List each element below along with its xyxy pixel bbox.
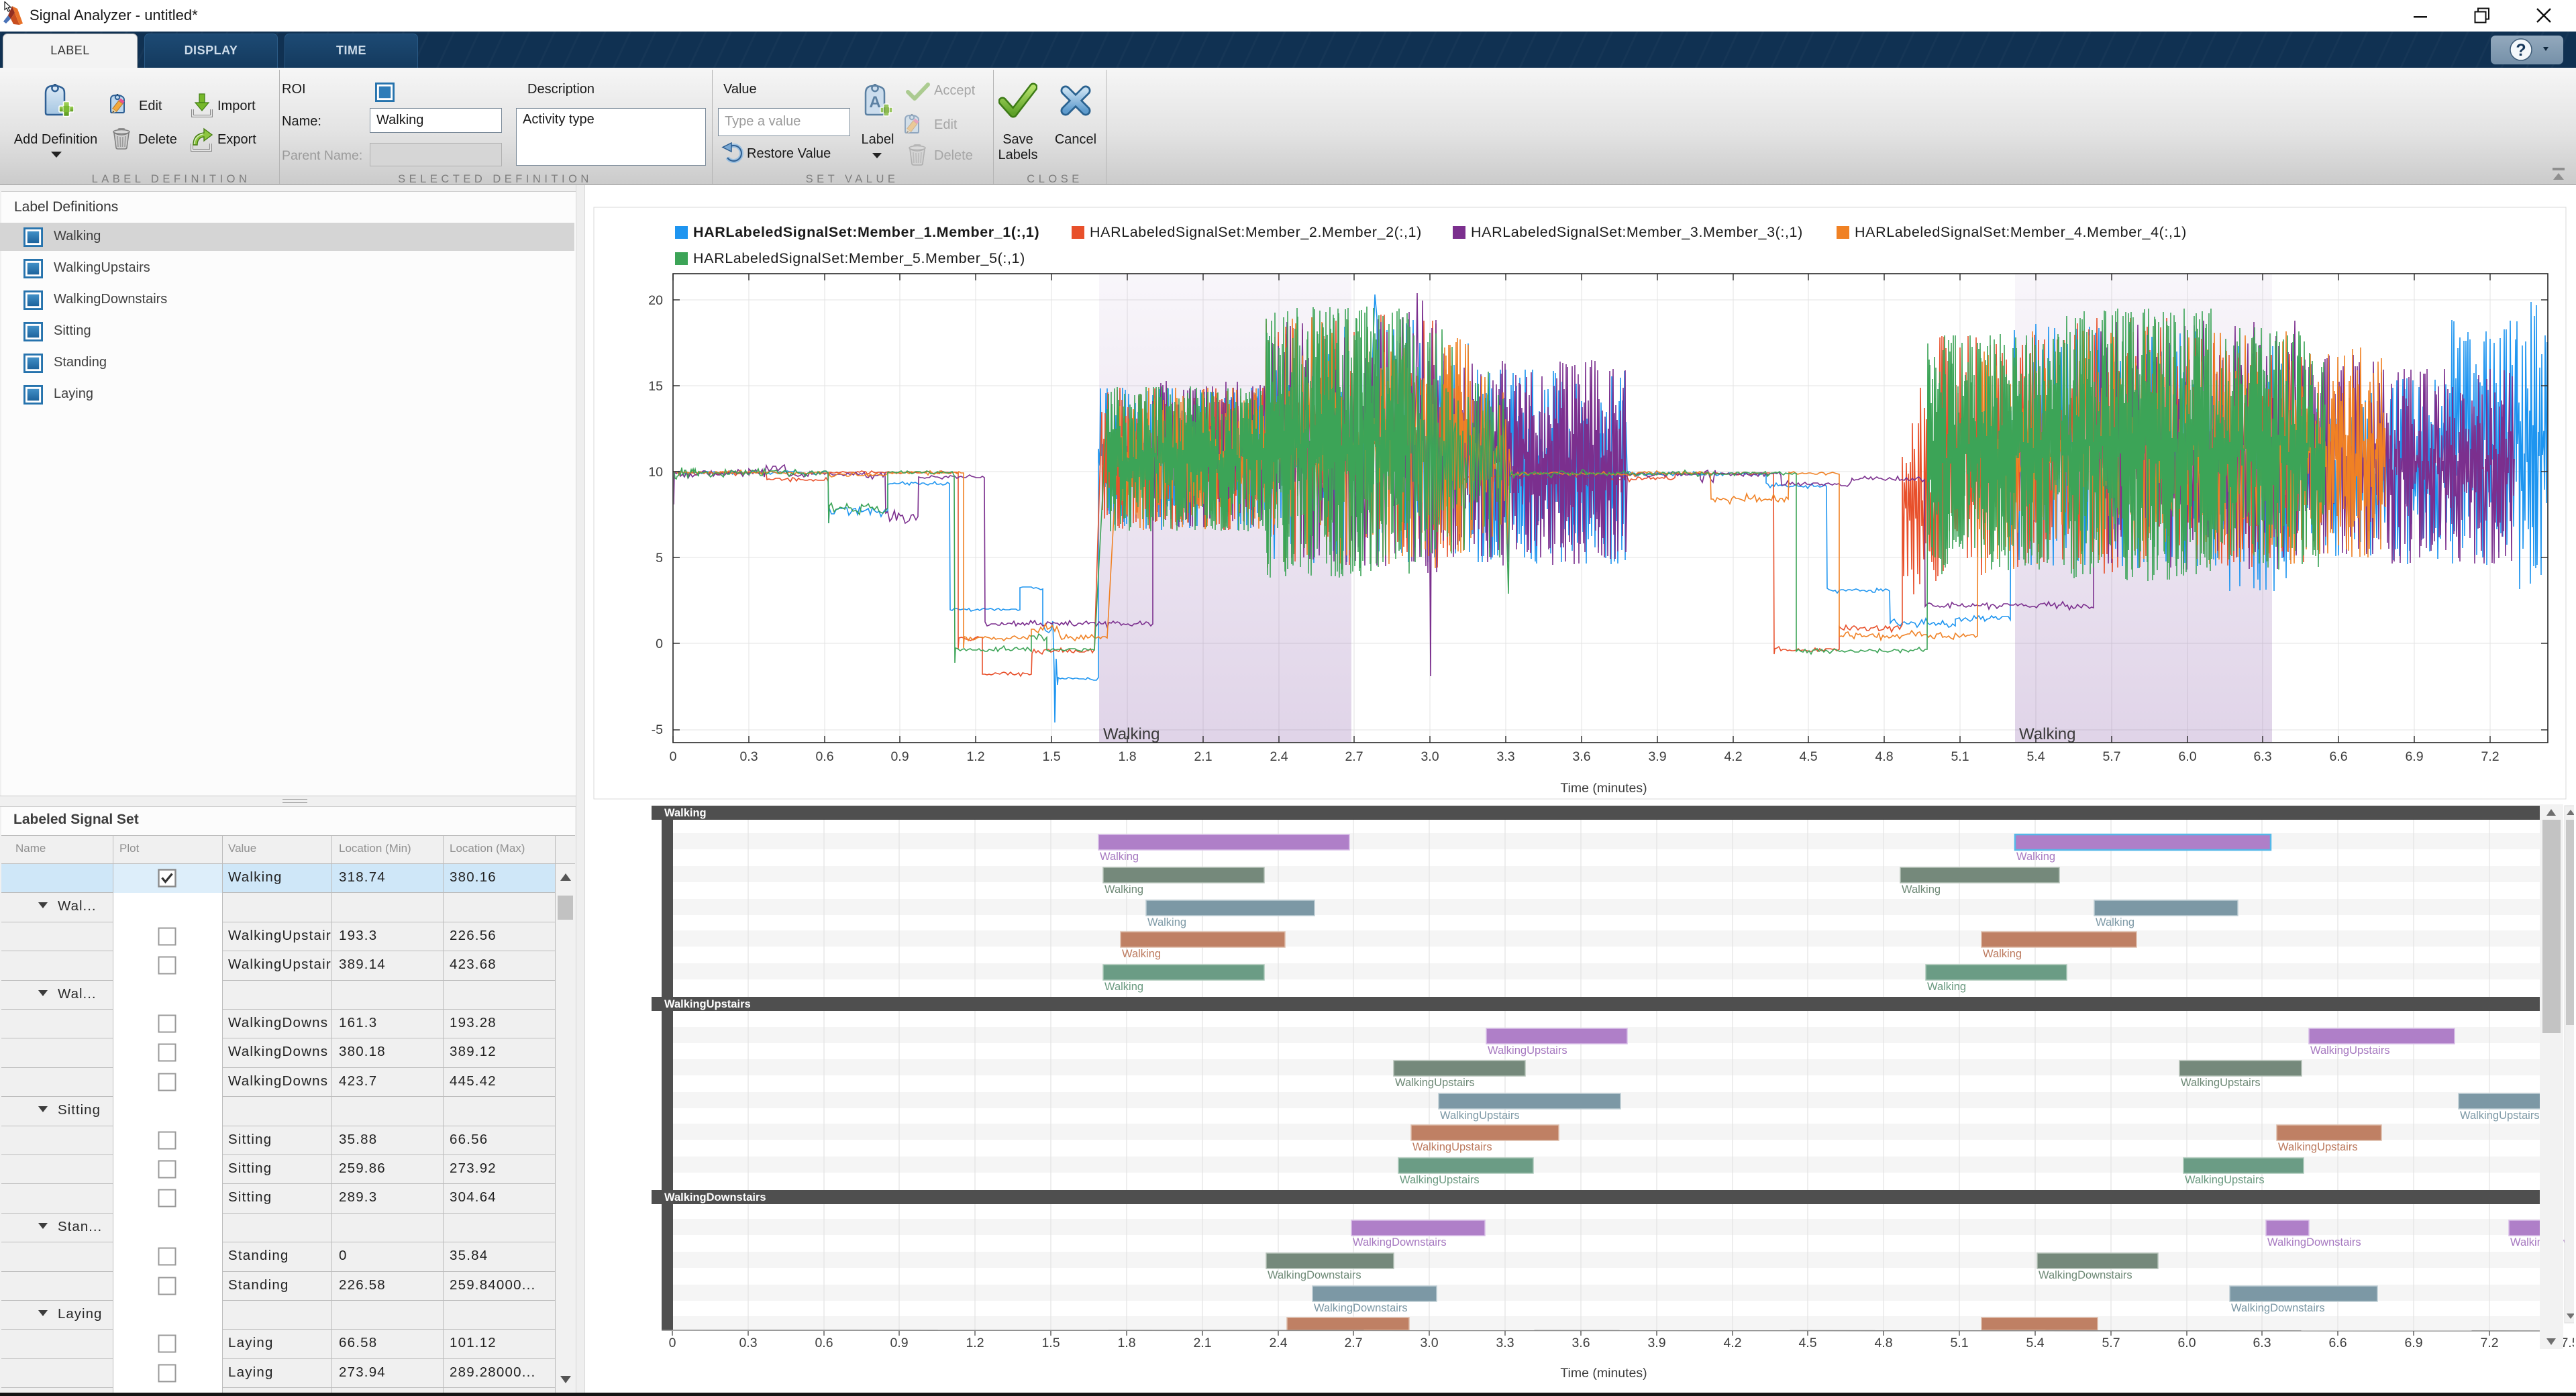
svg-text:6.9: 6.9	[2404, 1336, 2422, 1350]
svg-text:2.7: 2.7	[1344, 1336, 1362, 1350]
svg-text:3.3: 3.3	[1496, 1336, 1514, 1350]
svg-text:3.9: 3.9	[1648, 749, 1666, 764]
svg-text:WalkingDownstairs: WalkingDownstairs	[1268, 1269, 1361, 1281]
svg-text:WalkingUpstairs: WalkingUpstairs	[2185, 1174, 2265, 1186]
svg-text:HARLabeledSignalSet:Member_5.M: HARLabeledSignalSet:Member_5.Member_5(:,…	[693, 250, 1025, 266]
svg-text:3.3: 3.3	[1496, 749, 1514, 764]
svg-text:4.8: 4.8	[1874, 1336, 1892, 1350]
svg-text:0: 0	[669, 1336, 676, 1350]
svg-text:Walking: Walking	[1927, 981, 1966, 993]
svg-text:Walking: Walking	[1147, 916, 1186, 928]
svg-text:Time (minutes): Time (minutes)	[1560, 781, 1647, 796]
svg-text:WalkingUpstairs: WalkingUpstairs	[2181, 1077, 2261, 1089]
svg-text:?: ?	[2516, 41, 2526, 60]
svg-text:6.3: 6.3	[2253, 1336, 2271, 1350]
svg-text:4.8: 4.8	[1875, 749, 1893, 764]
svg-text:0.6: 0.6	[815, 749, 833, 764]
svg-text:WalkingDownstairs: WalkingDownstairs	[1314, 1302, 1408, 1314]
svg-text:WalkingUpstairs: WalkingUpstairs	[1488, 1044, 1567, 1057]
svg-text:0.3: 0.3	[739, 749, 758, 764]
svg-text:2.4: 2.4	[1269, 1336, 1287, 1350]
svg-text:WalkingUpstairs: WalkingUpstairs	[1412, 1141, 1492, 1153]
svg-text:4.5: 4.5	[1799, 749, 1817, 764]
svg-text:20: 20	[648, 293, 663, 308]
svg-text:3.0: 3.0	[1420, 1336, 1438, 1350]
svg-text:7.5: 7.5	[2561, 1336, 2576, 1350]
svg-text:WalkingUpstairs: WalkingUpstairs	[2278, 1141, 2358, 1153]
svg-text:2.1: 2.1	[1194, 749, 1212, 764]
svg-text:6.6: 6.6	[2328, 1336, 2347, 1350]
svg-text:1.8: 1.8	[1118, 749, 1136, 764]
svg-text:7.2: 7.2	[2481, 749, 2499, 764]
svg-text:Walking: Walking	[1983, 948, 2022, 960]
svg-text:Walking: Walking	[1103, 725, 1160, 743]
svg-text:1.2: 1.2	[966, 1336, 984, 1350]
svg-text:3.6: 3.6	[1572, 749, 1590, 764]
svg-text:WalkingDownstairs: WalkingDownstairs	[2267, 1236, 2361, 1248]
svg-text:Walking: Walking	[2096, 916, 2134, 928]
svg-text:5.4: 5.4	[2026, 1336, 2044, 1350]
svg-text:15: 15	[648, 379, 663, 394]
svg-text:1.2: 1.2	[966, 749, 984, 764]
svg-text:WalkingUpstairs: WalkingUpstairs	[1440, 1110, 1520, 1122]
svg-text:WalkingDownstairs: WalkingDownstairs	[664, 1191, 766, 1203]
svg-text:3.0: 3.0	[1421, 749, 1439, 764]
svg-text:0.9: 0.9	[890, 749, 909, 764]
svg-text:WalkingUpstairs: WalkingUpstairs	[2310, 1044, 2390, 1057]
svg-text:2.7: 2.7	[1345, 749, 1363, 764]
svg-text:2.4: 2.4	[1270, 749, 1288, 764]
svg-text:Walking: Walking	[1104, 883, 1143, 896]
svg-text:5.7: 5.7	[2102, 1336, 2120, 1350]
svg-text:5.4: 5.4	[2026, 749, 2045, 764]
svg-text:4.2: 4.2	[1723, 1336, 1741, 1350]
svg-text:2.1: 2.1	[1193, 1336, 1211, 1350]
svg-text:6.6: 6.6	[2329, 749, 2347, 764]
svg-text:Walking: Walking	[664, 807, 707, 819]
svg-text:Walking: Walking	[1902, 883, 1941, 896]
svg-text:10: 10	[648, 465, 663, 480]
svg-text:0.6: 0.6	[815, 1336, 833, 1350]
svg-text:4.5: 4.5	[1798, 1336, 1816, 1350]
svg-text:WalkingUpstairs: WalkingUpstairs	[664, 998, 751, 1010]
svg-text:HARLabeledSignalSet:Member_4.M: HARLabeledSignalSet:Member_4.Member_4(:,…	[1855, 224, 2187, 240]
svg-text:6.0: 6.0	[2178, 749, 2196, 764]
svg-text:6.3: 6.3	[2253, 749, 2271, 764]
svg-text:WalkingDownstairs: WalkingDownstairs	[2231, 1302, 2325, 1314]
svg-text:Walking: Walking	[1104, 981, 1143, 993]
svg-text:Walking: Walking	[2019, 725, 2075, 743]
svg-text:0.3: 0.3	[739, 1336, 757, 1350]
svg-text:WalkingDownstairs: WalkingDownstairs	[2039, 1269, 2132, 1281]
svg-text:HARLabeledSignalSet:Member_1.M: HARLabeledSignalSet:Member_1.Member_1(:,…	[693, 224, 1039, 240]
svg-text:Walking: Walking	[1100, 851, 1139, 863]
svg-text:5.1: 5.1	[1951, 749, 1969, 764]
svg-text:5.1: 5.1	[1950, 1336, 1968, 1350]
svg-text:A: A	[869, 93, 880, 111]
svg-text:WalkingUpstairs: WalkingUpstairs	[2460, 1110, 2540, 1122]
svg-text:4.2: 4.2	[1724, 749, 1742, 764]
svg-text:1.5: 1.5	[1041, 1336, 1060, 1350]
svg-text:WalkingDownstairs: WalkingDownstairs	[1353, 1236, 1447, 1248]
svg-text:5: 5	[656, 551, 663, 566]
svg-text:HARLabeledSignalSet:Member_3.M: HARLabeledSignalSet:Member_3.Member_3(:,…	[1471, 224, 1803, 240]
svg-text:-5: -5	[652, 722, 663, 737]
svg-text:Walking: Walking	[1122, 948, 1161, 960]
svg-text:Walking: Walking	[2016, 851, 2055, 863]
svg-text:Time (minutes): Time (minutes)	[1560, 1366, 1647, 1381]
svg-text:5.7: 5.7	[2102, 749, 2120, 764]
svg-text:6.0: 6.0	[2177, 1336, 2196, 1350]
svg-text:WalkingUpstairs: WalkingUpstairs	[1400, 1174, 1480, 1186]
svg-text:3.9: 3.9	[1647, 1336, 1665, 1350]
svg-text:0: 0	[656, 637, 663, 651]
svg-text:6.9: 6.9	[2405, 749, 2423, 764]
svg-text:0: 0	[670, 749, 677, 764]
svg-text:0.9: 0.9	[890, 1336, 908, 1350]
svg-text:WalkingUpstairs: WalkingUpstairs	[1395, 1077, 1475, 1089]
svg-text:1.8: 1.8	[1117, 1336, 1135, 1350]
svg-text:7.2: 7.2	[2480, 1336, 2498, 1350]
svg-text:HARLabeledSignalSet:Member_2.M: HARLabeledSignalSet:Member_2.Member_2(:,…	[1090, 224, 1422, 240]
svg-text:3.6: 3.6	[1572, 1336, 1590, 1350]
svg-text:1.5: 1.5	[1042, 749, 1060, 764]
